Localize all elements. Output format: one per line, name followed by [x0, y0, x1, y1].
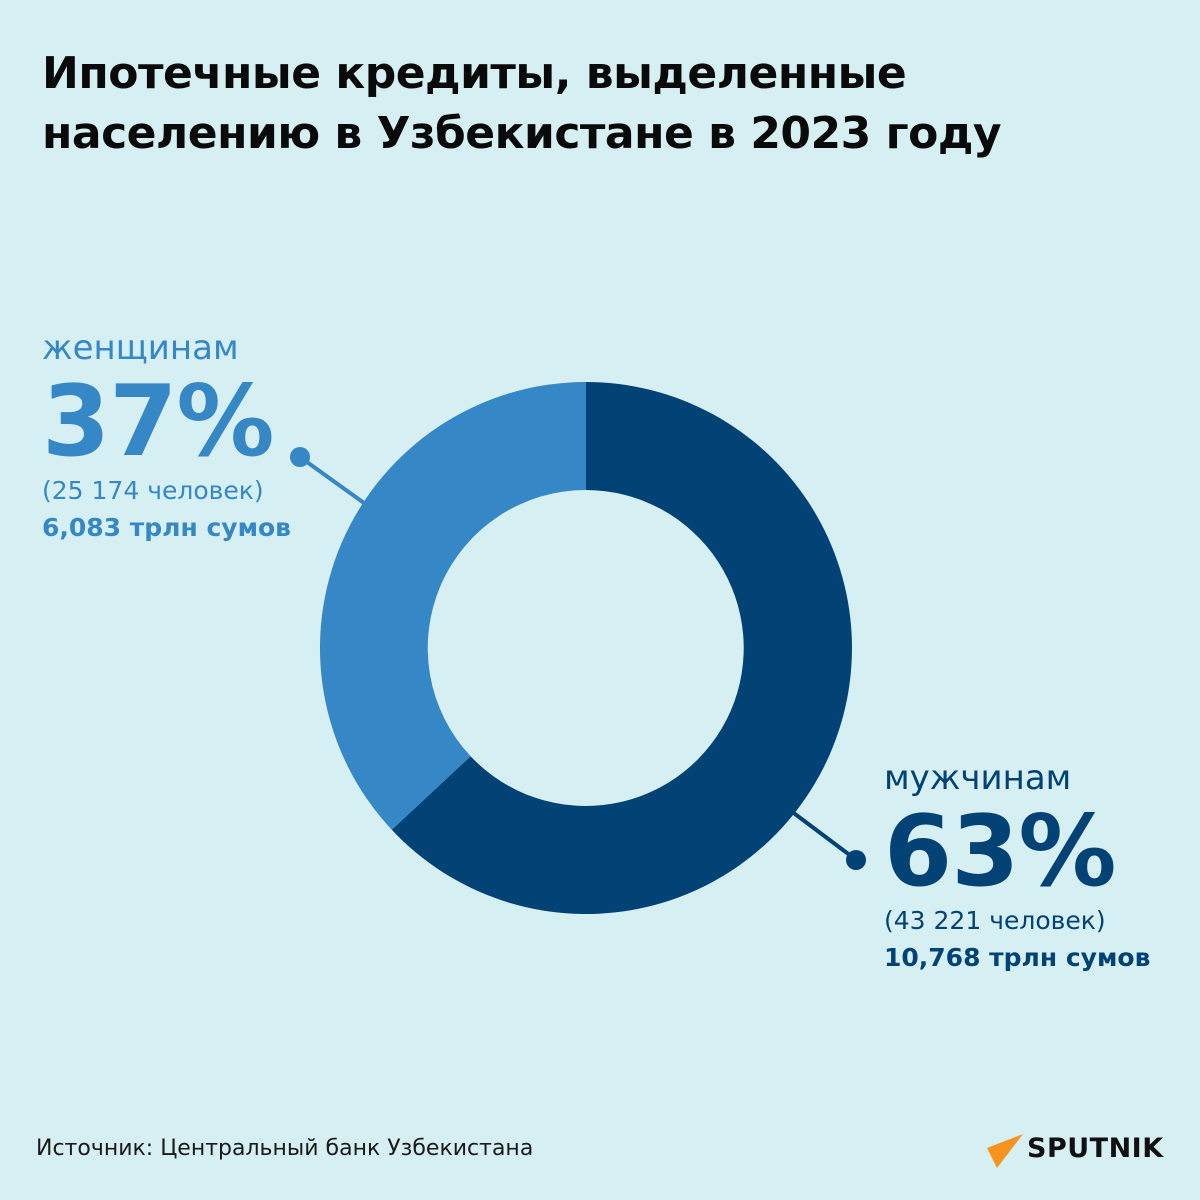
label-women-people: (25 174 человек) — [42, 474, 291, 508]
label-women-people-unit: человек) — [147, 476, 264, 505]
label-men-category: мужчинам — [884, 758, 1072, 798]
label-men-people-unit: человек) — [989, 906, 1106, 935]
label-women-category: женщинам — [42, 328, 239, 368]
sputnik-logo-text: SPUTNIK — [1027, 1132, 1164, 1164]
chart-title: Ипотечные кредиты, выделенные населению … — [42, 44, 1142, 164]
label-men-people: (43 221 человек) — [884, 904, 1150, 938]
leader-line-women — [298, 455, 366, 505]
label-men-percent: 63% — [884, 795, 1117, 909]
label-women-amount: 6,083 трлн сумов — [42, 513, 291, 542]
label-women: женщинам 37% (25 174 человек) 6,083 трлн… — [42, 328, 291, 548]
leader-dot-men — [846, 850, 866, 870]
chart-title-line-2: населению в Узбекистане в 2023 году — [42, 108, 1002, 159]
label-men-amount: 10,768 трлн сумов — [884, 943, 1151, 972]
donut-segment-women — [319, 382, 586, 830]
label-women-percent: 37% — [42, 365, 275, 479]
sputnik-logo: SPUTNIK — [985, 1128, 1164, 1168]
source-note: Источник: Центральный банк Узбекистана — [36, 1136, 534, 1161]
donut-segment-men — [391, 382, 852, 914]
label-men: мужчинам 63% (43 221 человек) 10,768 трл… — [884, 758, 1150, 978]
label-women-people-count: (25 174 — [42, 476, 140, 505]
leader-dot-women — [290, 447, 310, 467]
sputnik-arrow-icon — [987, 1134, 1023, 1168]
chart-title-line-1: Ипотечные кредиты, выделенные — [42, 48, 907, 99]
label-men-people-count: (43 221 — [884, 906, 982, 935]
leader-line-men — [789, 809, 857, 861]
